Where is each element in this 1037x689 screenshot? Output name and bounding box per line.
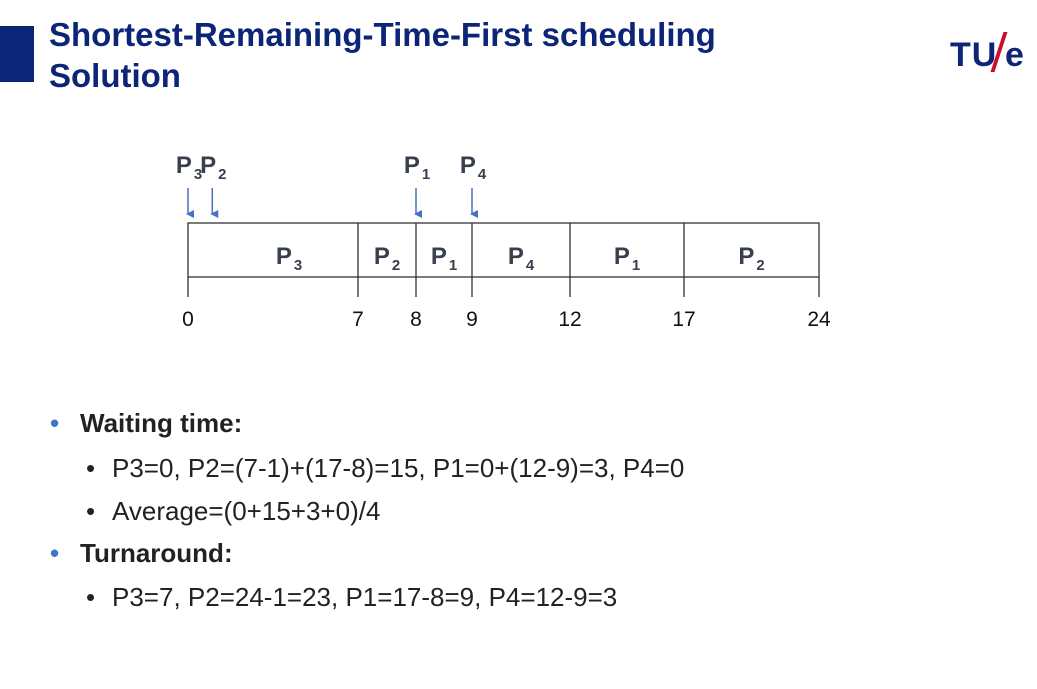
time-axis: 0 7 8 9 12 17 24 [182, 277, 831, 331]
bullet-dot: • [50, 538, 60, 568]
gantt-frame [187, 222, 820, 278]
waiting-heading: Waiting time: [80, 408, 243, 438]
turnaround-heading: Turnaround: [80, 538, 233, 568]
slide-title: Shortest-Remaining-Time-First scheduling… [49, 14, 716, 96]
turnaround-item-1: P3=7, P2=24-1=23, P1=17-8=9, P4=12-9=3 [112, 582, 618, 612]
tick-label-17: 17 [672, 308, 695, 331]
tue-logo: TU e [950, 32, 1030, 76]
tick-label-7: 7 [352, 308, 364, 331]
arrival-markers: P 3P 2 P 1 P 4 [176, 152, 487, 218]
tick-label-8: 8 [410, 308, 422, 331]
waiting-item-1: P3=0, P2=(7-1)+(17-8)=15, P1=0+(12-9)=3,… [112, 453, 685, 483]
bullet-dot: • [86, 496, 96, 526]
bullet-dot: • [86, 582, 96, 612]
tick-label-12: 12 [558, 308, 581, 331]
logo-letters: TU [950, 36, 998, 74]
waiting-item-2: Average=(0+15+3+0)/4 [112, 496, 381, 526]
tick-label-9: 9 [466, 308, 478, 331]
bullet-dot: • [86, 453, 96, 483]
tick-label-24: 24 [807, 308, 831, 331]
slide-title-line2: Solution [49, 57, 181, 94]
slide-title-line1: Shortest-Remaining-Time-First scheduling [49, 16, 716, 53]
bullet-dot: • [50, 408, 60, 438]
tick-label-0: 0 [182, 308, 194, 331]
logo-suffix: e [1005, 36, 1024, 74]
title-accent-bar [0, 26, 34, 82]
